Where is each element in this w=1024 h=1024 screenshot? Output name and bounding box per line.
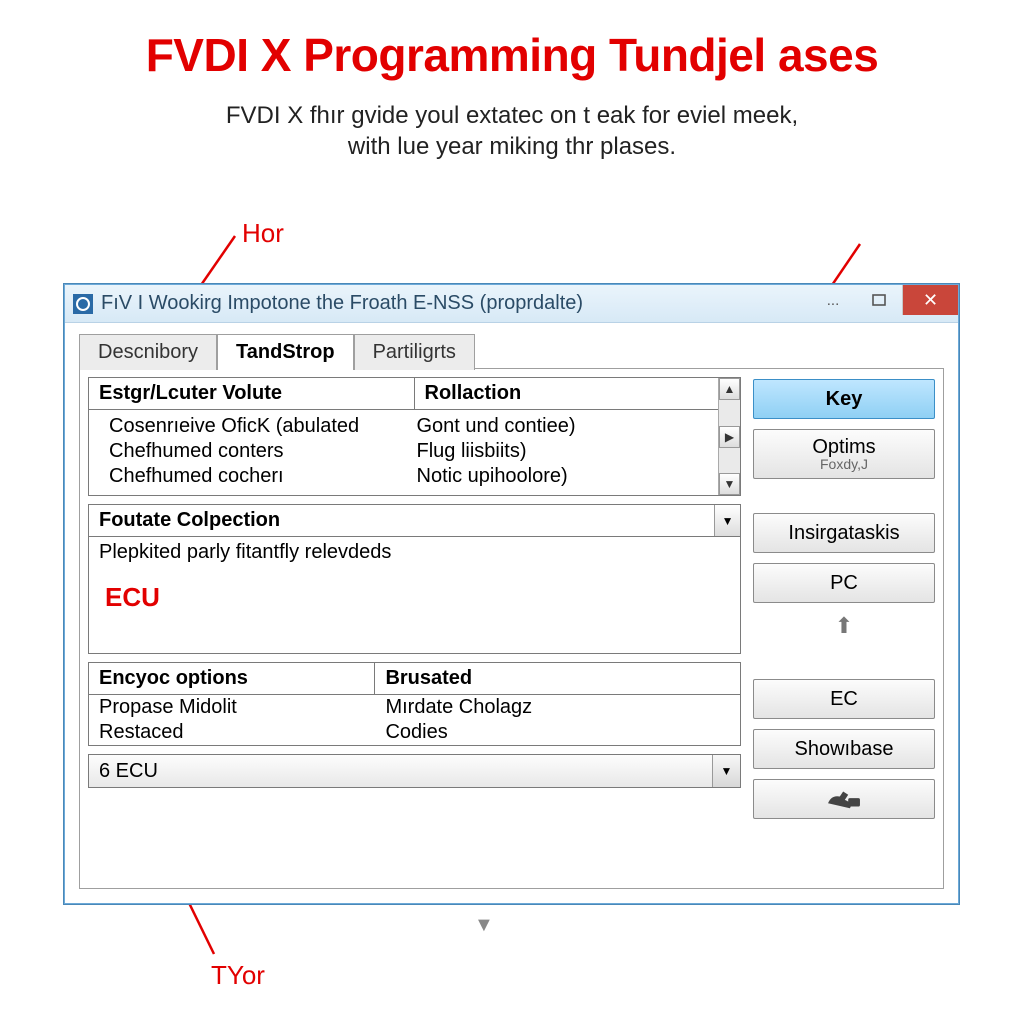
cell: Codies — [375, 720, 457, 745]
cell: Notic upihoolore) — [407, 464, 578, 489]
optims-sublabel: Foxdy,J — [820, 457, 868, 471]
ec-button[interactable]: EC — [753, 679, 935, 719]
page-title: FVDI X Programming Tundjel ases — [0, 0, 1024, 82]
cell: Gont und contiee) — [407, 414, 586, 439]
up-arrow-icon: ⬆ — [753, 613, 935, 639]
scroll-right-button[interactable]: ▶ — [719, 426, 740, 448]
scrollbar[interactable]: ▲ ▶ ▼ — [718, 378, 740, 495]
maximize-button[interactable] — [856, 285, 902, 315]
cell: Chefhumed cocherı — [99, 464, 407, 489]
close-icon: ✕ — [923, 290, 938, 311]
ecu-combobox[interactable]: 6 ECU ▼ — [88, 754, 741, 788]
panel2-dropdown-button[interactable]: ▼ — [714, 505, 740, 536]
optims-button[interactable]: Optims Foxdy,J — [753, 429, 935, 479]
tabs: Descnibory TandStrop Partiligrts — [79, 333, 944, 369]
key-button[interactable]: Key — [753, 379, 935, 419]
scroll-up-button[interactable]: ▲ — [719, 378, 740, 400]
chevron-down-icon: ▼ — [474, 914, 494, 937]
window-title: FıV I Wookirg Impotone the Froath E-NSS … — [101, 292, 583, 315]
window-controls: ... ✕ — [810, 285, 958, 315]
tab-tandstrop[interactable]: TandStrop — [217, 334, 354, 370]
table-row[interactable]: Propase Midolit Mırdate Cholagz — [89, 695, 740, 720]
panel2-body-text: Plepkited parly fitantfly relevdeds — [99, 541, 730, 564]
panel-encyoc: Encyoc options Brusated Propase Midolit … — [88, 662, 741, 746]
minimize-button[interactable]: ... — [810, 285, 856, 315]
app-icon — [73, 294, 93, 314]
subtitle-line2: with lue year miking thr plases. — [348, 133, 676, 160]
cell: Flug liisbiits) — [407, 439, 537, 464]
device-button[interactable] — [753, 779, 935, 819]
panel-foutate: Foutate Colpection ▼ Plepkited parly fit… — [88, 504, 741, 654]
scroll-down-button[interactable]: ▼ — [719, 473, 740, 495]
panel3-col2-header: Brusated — [375, 663, 482, 694]
client-area: Descnibory TandStrop Partiligrts Estgr/L… — [65, 323, 958, 903]
right-sidebar: Key Optims Foxdy,J Insirgataskis PC ⬆ EC… — [753, 377, 935, 880]
panel2-header: Foutate Colpection — [89, 505, 714, 536]
tab-partiligrts[interactable]: Partiligrts — [354, 334, 475, 370]
device-icon — [823, 785, 865, 813]
cell: Propase Midolit — [89, 695, 375, 720]
panel1-col2-header: Rollaction — [415, 378, 532, 409]
tab-descnibory[interactable]: Descnibory — [79, 334, 217, 370]
cell: Cosenrıeive OficK (abulated — [99, 414, 407, 439]
panel1-col1-header: Estgr/Lcuter Volute — [89, 378, 415, 409]
callout-hor: Hor — [242, 218, 284, 249]
combobox-value: 6 ECU — [89, 760, 712, 783]
panel-estgr: Estgr/Lcuter Volute Rollaction Cosenrıei… — [88, 377, 741, 496]
table-row[interactable]: Chefhumed conters Flug liisbiits) — [99, 439, 714, 464]
table-row[interactable]: Cosenrıeive OficK (abulated Gont und con… — [99, 414, 714, 439]
insirgataskis-button[interactable]: Insirgataskis — [753, 513, 935, 553]
table-row[interactable]: Restaced Codies — [89, 720, 740, 745]
page-subtitle: FVDI X fhır gvide youl extatec on t eak … — [0, 100, 1024, 162]
ecu-label: ECU — [99, 564, 730, 619]
left-column: Estgr/Lcuter Volute Rollaction Cosenrıei… — [88, 377, 741, 880]
cell: Chefhumed conters — [99, 439, 407, 464]
panel3-col1-header: Encyoc options — [89, 663, 375, 694]
combobox-dropdown-button[interactable]: ▼ — [712, 755, 740, 787]
titlebar[interactable]: FıV I Wookirg Impotone the Froath E-NSS … — [65, 285, 958, 323]
maximize-icon — [872, 294, 886, 306]
cell: Restaced — [89, 720, 375, 745]
pc-button[interactable]: PC — [753, 563, 935, 603]
tabpage: Estgr/Lcuter Volute Rollaction Cosenrıei… — [79, 368, 944, 889]
callout-tyor: TYor — [211, 960, 265, 991]
close-button[interactable]: ✕ — [902, 285, 958, 315]
app-window: FıV I Wookirg Impotone the Froath E-NSS … — [64, 284, 959, 904]
showibase-button[interactable]: Showıbase — [753, 729, 935, 769]
table-row[interactable]: Chefhumed cocherı Notic upihoolore) — [99, 464, 714, 489]
subtitle-line1: FVDI X fhır gvide youl extatec on t eak … — [226, 102, 798, 129]
optims-label: Optims — [812, 437, 875, 457]
cell: Mırdate Cholagz — [375, 695, 542, 720]
